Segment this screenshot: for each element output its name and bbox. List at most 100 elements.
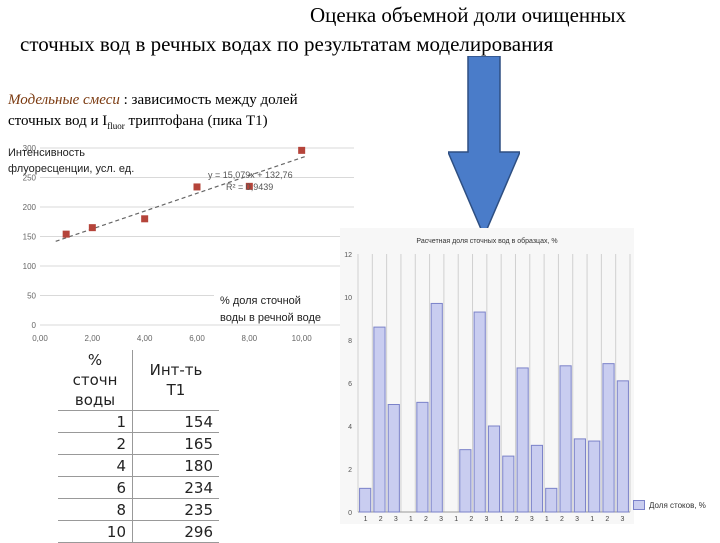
table-row: 10 296	[58, 520, 219, 543]
scatter-chart: 0 50 100 150 200 250 300 0,00 2,00 4,00 6,00 8,00 1…	[8, 144, 360, 343]
bar-x-tick-label: 1	[409, 516, 413, 523]
scatter-x-tick-label: 4,00	[137, 334, 153, 343]
table-cell: 235	[132, 498, 219, 521]
bar-y-tick-label: 8	[348, 338, 352, 345]
table-header-col1: % сточн воды	[58, 350, 133, 411]
bar	[473, 311, 486, 513]
bar	[559, 365, 572, 513]
table-cell: 234	[132, 476, 219, 499]
bar-y-ticks: 0 2 4 6 8 10 12	[344, 252, 352, 517]
table-row: 2 165	[58, 432, 219, 455]
scatter-r2: R² = 0,9439	[226, 182, 273, 192]
scatter-xlabel-line-2: воды в речной воде	[220, 312, 321, 324]
scatter-x-tick-label: 6,00	[189, 334, 205, 343]
subtitle-line2-a: сточных вод и I	[8, 113, 108, 129]
scatter-xlabel-bg	[214, 288, 344, 324]
bar	[602, 363, 615, 513]
scatter-point	[141, 215, 149, 223]
bar	[459, 449, 472, 513]
scatter-x-tick-label: 8,00	[242, 334, 258, 343]
bar-x-tick-label: 3	[575, 516, 579, 523]
scatter-xlabel-line-1: % доля сточной	[220, 295, 301, 307]
scatter-points	[62, 146, 306, 238]
bar-chart: Расчетная доля сточных вод в образцах, %…	[340, 228, 634, 524]
table-header-row: % сточн воды Инт-ть Т1	[58, 350, 219, 411]
bar-x-tick-label: 1	[364, 516, 368, 523]
scatter-y-ticks: 0 50 100 150 200 250 300	[23, 144, 37, 330]
bar-x-ticks: 1 2 3 1 2 3 1 2 3 1 2 3 1 2 3 1 2 3	[364, 516, 625, 523]
table-cell: 10	[58, 520, 133, 543]
bar-x-tick-label: 1	[545, 516, 549, 523]
table-row: 8 235	[58, 498, 219, 521]
scatter-equation: y = 15,079x + 132,76	[208, 170, 293, 180]
bar	[416, 401, 429, 513]
subtitle-italic: Модельные смеси	[8, 92, 120, 108]
subtitle-fluor-sub: fluor	[107, 121, 125, 131]
bar-x-tick-label: 3	[530, 516, 534, 523]
down-arrow-icon	[448, 56, 520, 238]
bar-legend-label: Доля стоков, %	[649, 500, 706, 510]
table-header-col2: Инт-ть Т1	[132, 350, 219, 411]
scatter-x-tick-label: 2,00	[85, 334, 101, 343]
table-header-col1-line1: % сточн	[72, 351, 118, 389]
scatter-trendline	[55, 155, 308, 242]
scatter-y-tick-label: 300	[23, 144, 37, 153]
bar-x-tick-label: 2	[424, 516, 428, 523]
data-table: % сточн воды Инт-ть Т1 1 154 2 165 4 180 6 23…	[58, 350, 219, 543]
bar-chart-title: Расчетная доля сточных вод в образцах, %	[416, 237, 557, 245]
bar-x-tick-label: 3	[620, 516, 624, 523]
bar	[616, 380, 629, 513]
bar-y-tick-label: 2	[348, 467, 352, 474]
bar	[516, 367, 529, 513]
bar-x-tick-label: 1	[590, 516, 594, 523]
bar	[573, 438, 586, 513]
bar	[430, 302, 443, 513]
bar-y-tick-label: 6	[348, 381, 352, 388]
table-row: 1 154	[58, 410, 219, 433]
bar-legend-swatch	[633, 500, 645, 510]
bar	[487, 425, 501, 513]
table-cell: 6	[58, 476, 133, 499]
scatter-x-tick-label: 0,00	[32, 334, 48, 343]
bar-legend-box: Доля стоков, %	[633, 500, 706, 510]
bar	[359, 487, 372, 513]
table-cell: 4	[58, 454, 133, 477]
bar	[588, 440, 601, 513]
scatter-y-tick-label: 200	[23, 203, 37, 212]
scatter-y-tick-label: 150	[23, 233, 37, 242]
bar-y-tick-label: 4	[348, 424, 352, 431]
scatter-y-tick-label: 0	[32, 321, 37, 330]
bar-x-tick-label: 1	[454, 516, 458, 523]
table-cell: 180	[132, 454, 219, 477]
bar	[373, 326, 386, 513]
arrow-shape	[448, 56, 520, 238]
scatter-x-tick-label: 10,00	[292, 334, 313, 343]
title-line-2: сточных вод в речных водах по результата…	[20, 32, 554, 56]
bar	[545, 487, 558, 513]
table-row: 4 180	[58, 454, 219, 477]
table-cell: 2	[58, 432, 133, 455]
bar-x-tick-label: 2	[515, 516, 519, 523]
scatter-ylabel-line-1: Интенсивность	[8, 147, 85, 159]
scatter-point	[245, 182, 253, 190]
bar-x-tick-label: 1	[500, 516, 504, 523]
scatter-y-tick-label: 50	[27, 292, 36, 301]
bar-x-tick-label: 3	[484, 516, 488, 523]
table-header-col1-line2: воды	[74, 391, 116, 409]
bar-x-tick-label: 3	[394, 516, 398, 523]
table-cell: 165	[132, 432, 219, 455]
bar-x-tick-label: 2	[560, 516, 564, 523]
bar-x-tick-label: 3	[439, 516, 443, 523]
bar	[502, 455, 515, 513]
scatter-point	[88, 224, 96, 232]
bar-y-tick-label: 10	[344, 295, 352, 302]
bar-x-tick-label: 2	[469, 516, 473, 523]
table-cell: 8	[58, 498, 133, 521]
scatter-y-tick-label: 100	[23, 262, 37, 271]
table-cell: 1	[58, 410, 133, 433]
table-cell: 154	[132, 410, 219, 433]
scatter-ylabel-line-2: флуоресценции, усл. ед.	[8, 163, 134, 175]
title-line-1: Оценка объемной доли очищенных	[310, 3, 626, 27]
scatter-point	[62, 230, 70, 238]
